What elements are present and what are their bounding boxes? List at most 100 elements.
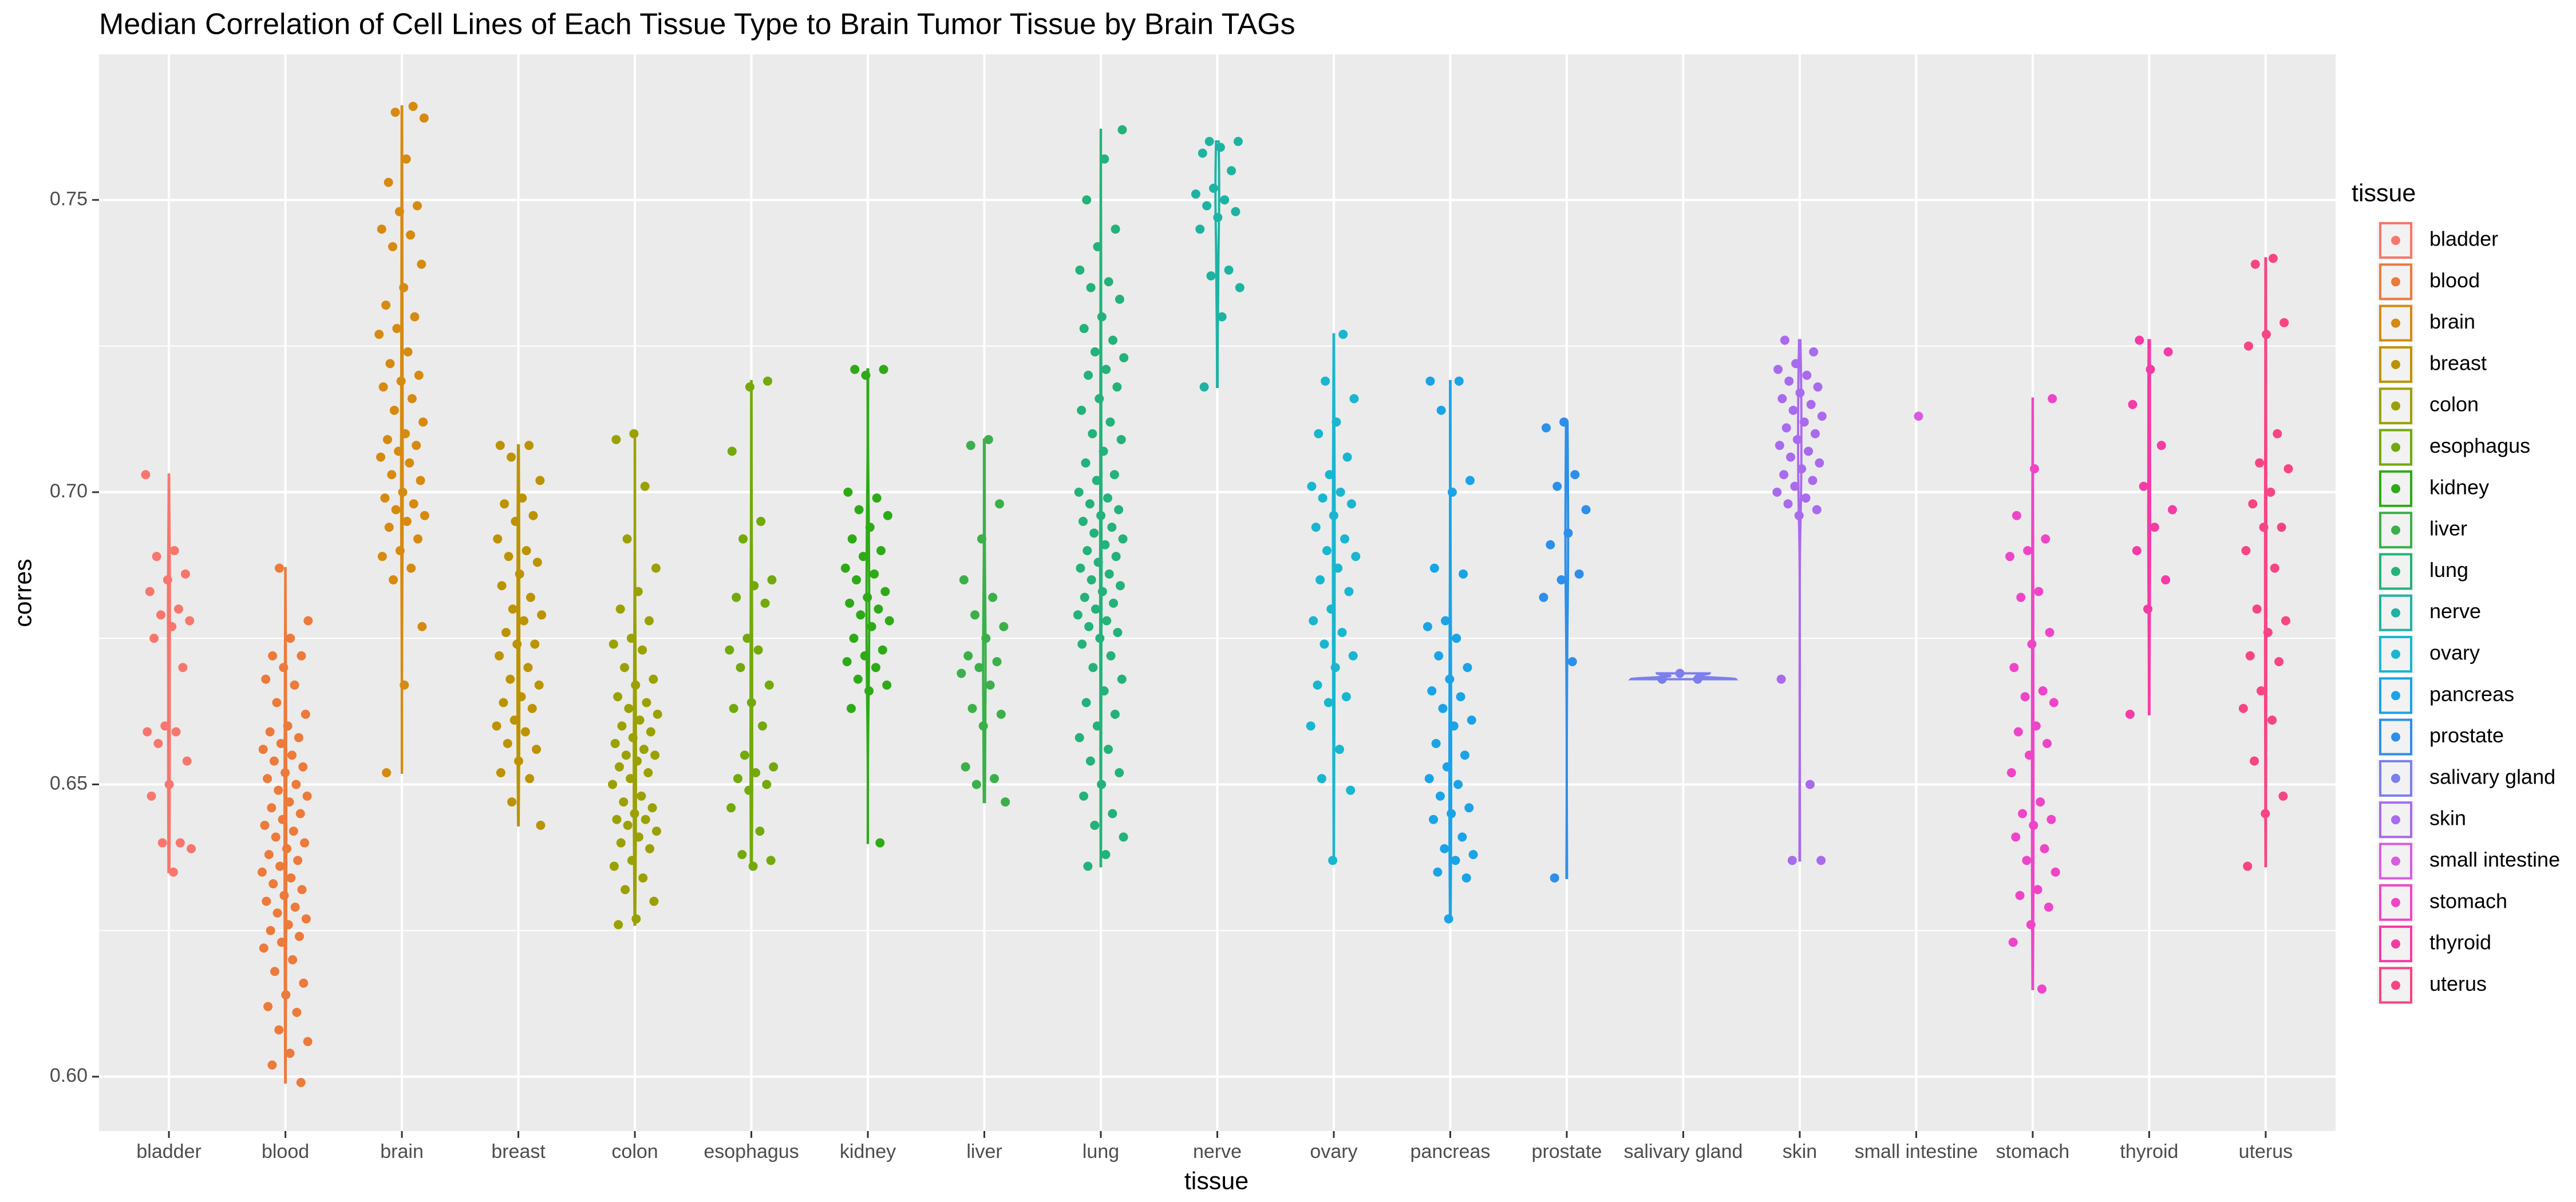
data-point [875,838,885,848]
data-point [638,873,648,883]
data-point [1783,499,1793,509]
data-point [1092,476,1101,485]
data-point [1092,721,1102,731]
data-point [517,493,527,503]
data-point [1114,505,1124,515]
data-point [1088,663,1098,673]
data-point [1091,604,1101,614]
data-point [631,914,641,924]
data-point [410,312,420,322]
violin [1099,128,1103,868]
data-point [649,896,659,906]
data-point [534,680,544,690]
data-point [389,575,398,585]
data-point [2046,814,2056,824]
legend-label: salivary gland [2429,765,2555,788]
data-point [614,920,623,930]
x-tick-label: stomach [1996,1141,2070,1163]
data-point [2167,505,2177,515]
data-point [2243,861,2253,871]
data-point [1346,499,1356,509]
data-point [157,838,167,848]
data-point [1541,423,1551,433]
y-axis-title: corres [9,559,37,627]
data-point [2262,330,2271,339]
data-point [2250,756,2259,766]
data-point [377,224,386,234]
data-point [863,592,872,602]
data-point [1812,505,1822,515]
data-point [651,827,661,836]
data-point [281,990,291,1000]
data-point [1220,195,1230,205]
legend-key [2379,305,2412,342]
data-point [282,844,291,853]
data-point [978,721,988,731]
legend-label: skin [2429,806,2466,830]
data-point [1202,201,1212,211]
data-point [288,955,298,964]
data-point [403,347,413,357]
data-point [1559,417,1569,427]
data-point [1438,703,1448,713]
legend-key [2379,388,2412,425]
x-tick-label: lung [1082,1141,1119,1163]
legend-label: blood [2429,268,2480,292]
data-point [613,692,623,702]
data-point [2015,891,2025,900]
legend-label: bladder [2429,227,2498,251]
data-point [1440,844,1449,853]
data-point [1075,265,1085,275]
data-point [1423,622,1432,631]
violin [400,105,404,774]
data-point [1108,809,1117,819]
data-point [746,698,756,707]
data-point [1097,587,1107,596]
data-point [1317,774,1326,784]
data-point [402,516,412,526]
data-point [608,780,618,789]
data-point [1217,312,1227,322]
data-point [1444,914,1453,924]
data-point [762,780,772,789]
data-point [989,774,999,784]
data-point [406,563,416,573]
data-point [1451,856,1460,865]
data-point [1775,441,1784,450]
data-point [1107,523,1117,532]
data-point [858,552,868,562]
data-point [1467,715,1476,725]
x-tick-label: blood [262,1141,309,1163]
data-point [300,838,310,848]
legend-dot [2391,318,2400,328]
data-point [983,434,993,444]
data-point [872,493,882,503]
data-point [628,733,638,742]
data-point [853,674,863,684]
data-point [1340,534,1350,544]
data-point [262,896,271,906]
data-point [495,651,504,661]
data-point [744,785,754,795]
data-point [1794,511,1804,520]
data-point [755,827,765,836]
data-point [852,575,862,585]
data-point [1335,745,1344,754]
data-point [400,680,409,690]
data-point [2036,797,2045,807]
data-point [1445,674,1455,684]
data-point [1795,388,1805,398]
data-point [167,622,177,631]
data-point [301,914,311,924]
data-point [392,323,402,333]
data-point [1914,412,1923,421]
data-point [1086,575,1096,585]
legend-dot [2391,608,2400,618]
data-point [2016,592,2026,602]
x-tick-label: brain [380,1141,424,1163]
data-point [1089,528,1099,538]
legend-title: tissue [2352,179,2416,207]
data-point [760,598,770,608]
y-tick-label: 0.60 [50,1065,88,1086]
data-point [523,663,533,673]
